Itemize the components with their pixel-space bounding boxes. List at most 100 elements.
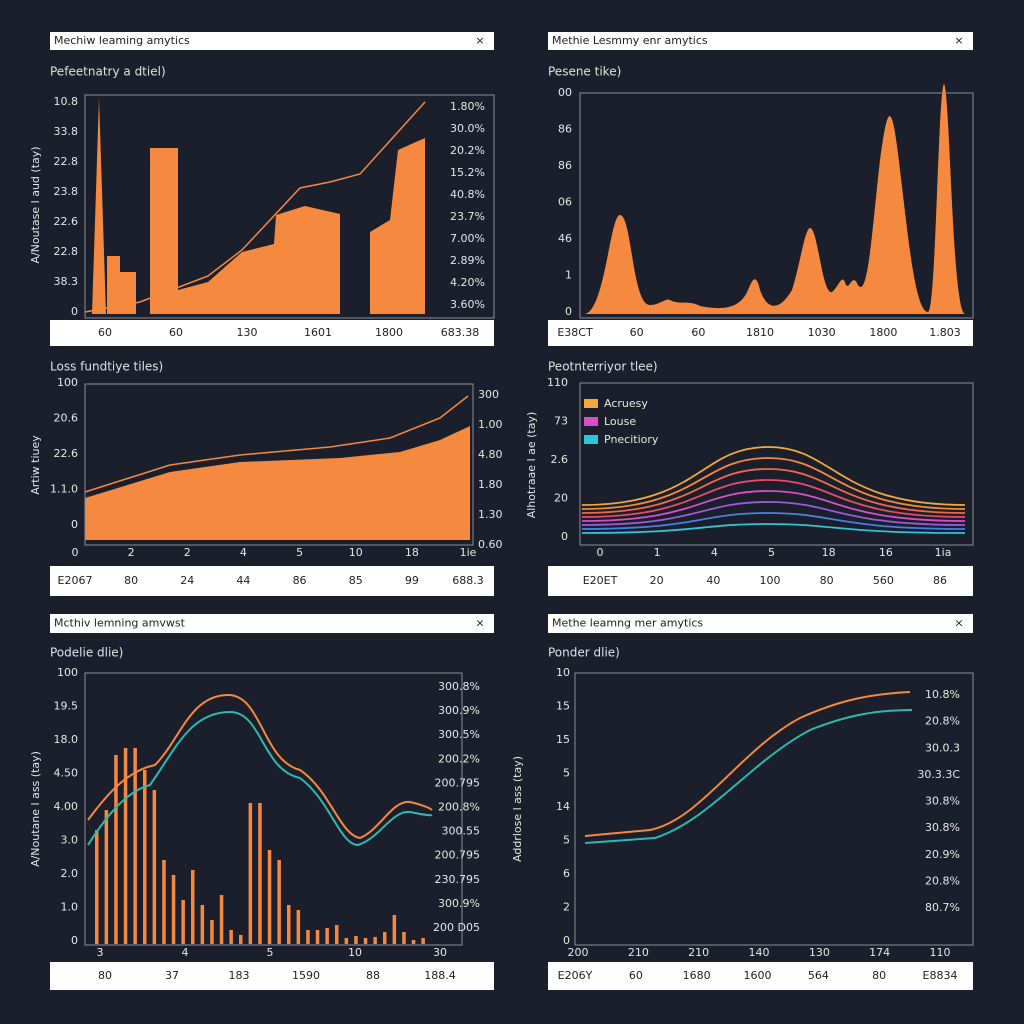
line bbox=[87, 693, 433, 840]
y-tick-label: 19.5 bbox=[54, 700, 79, 713]
footer-bar bbox=[548, 566, 973, 596]
bar bbox=[143, 770, 147, 944]
y-tick-label: 1 bbox=[565, 269, 572, 282]
x-tick-label: 16 bbox=[879, 546, 893, 559]
footer-label: 80 bbox=[98, 969, 112, 982]
bar bbox=[181, 900, 185, 944]
footer-label: 560 bbox=[873, 574, 894, 587]
area bbox=[370, 138, 425, 314]
y-tick-label: 22.6 bbox=[54, 447, 79, 460]
right-tick-label: 40.8% bbox=[450, 188, 485, 201]
bar bbox=[277, 860, 281, 944]
y-axis-label: Artiw tiuey bbox=[29, 435, 42, 495]
bar bbox=[383, 932, 387, 944]
close-button: × bbox=[475, 34, 484, 47]
right-tick-label: 23.7% bbox=[450, 210, 485, 223]
right-tick-label: 1.30 bbox=[478, 508, 503, 521]
y-tick-label: 110 bbox=[547, 376, 568, 389]
plot-frame bbox=[579, 382, 974, 546]
curve bbox=[581, 468, 966, 514]
right-tick-label: 30.8% bbox=[925, 795, 960, 808]
plot-frame bbox=[579, 92, 974, 319]
footer-label: 20 bbox=[650, 574, 664, 587]
y-tick-label: 38.3 bbox=[54, 275, 79, 288]
line bbox=[584, 691, 911, 837]
footer-label: 86 bbox=[933, 574, 947, 587]
bar bbox=[267, 850, 272, 944]
bar bbox=[287, 905, 291, 944]
x-tick-label: 1 bbox=[654, 546, 661, 559]
y-tick-label: 10.8 bbox=[54, 95, 79, 108]
y-tick-label: 0 bbox=[71, 518, 78, 531]
y-tick-label: 2.0 bbox=[61, 867, 79, 880]
right-tick-label: 300.55 bbox=[442, 825, 481, 838]
title-bar bbox=[548, 614, 973, 633]
curve bbox=[581, 457, 966, 510]
x-tick-label: 210 bbox=[688, 946, 709, 959]
x-tick-label: 5 bbox=[267, 946, 274, 959]
right-tick-label: 300.9% bbox=[438, 897, 480, 910]
y-tick-label: 14 bbox=[556, 800, 570, 813]
legend-swatch bbox=[584, 399, 598, 408]
area bbox=[585, 84, 965, 314]
x-tick-label: 110 bbox=[930, 946, 951, 959]
x-tick-label: 140 bbox=[749, 946, 770, 959]
x-tick-label: 0 bbox=[72, 546, 79, 559]
curve bbox=[581, 490, 966, 522]
bar bbox=[171, 875, 176, 944]
right-tick-label: 1.80% bbox=[450, 100, 485, 113]
right-tick-label: 0.60 bbox=[478, 538, 503, 551]
x-tick-label: 4 bbox=[711, 546, 718, 559]
x-tick-label: 210 bbox=[628, 946, 649, 959]
bar bbox=[150, 148, 178, 314]
right-tick-label: 80.7% bbox=[925, 901, 960, 914]
footer-label: 130 bbox=[237, 326, 258, 339]
panel-subtitle: Podelie dlie) bbox=[50, 646, 123, 660]
right-tick-label: 300.9% bbox=[438, 704, 480, 717]
plot-frame bbox=[84, 94, 495, 319]
y-tick-label: 0 bbox=[565, 305, 572, 318]
bar bbox=[248, 803, 253, 944]
y-tick-label: 46 bbox=[558, 232, 572, 245]
panel-subtitle: Peotnterriyor tlee) bbox=[548, 360, 658, 374]
bar bbox=[306, 930, 310, 944]
right-tick-label: 200.795 bbox=[435, 776, 481, 789]
y-tick-label: 4.00 bbox=[54, 800, 79, 813]
y-tick-label: 3.0 bbox=[61, 834, 79, 847]
right-tick-label: 20.9% bbox=[925, 848, 960, 861]
panel-subtitle: Pesene tike) bbox=[548, 65, 621, 79]
y-tick-label: 06 bbox=[558, 196, 572, 209]
footer-label: 1600 bbox=[744, 969, 772, 982]
x-tick-label: 10 bbox=[349, 546, 363, 559]
y-tick-label: 100 bbox=[57, 376, 78, 389]
x-tick-label: 30 bbox=[433, 946, 447, 959]
close-button: × bbox=[954, 617, 963, 630]
footer-bar bbox=[50, 320, 494, 346]
y-tick-label: 6 bbox=[563, 867, 570, 880]
bar bbox=[315, 930, 320, 944]
right-tick-label: 2.89% bbox=[450, 254, 485, 267]
right-tick-label: 20.8% bbox=[925, 874, 960, 887]
footer-label: 1800 bbox=[869, 326, 897, 339]
y-tick-label: 73 bbox=[554, 415, 568, 428]
right-tick-label: 20.8% bbox=[925, 715, 960, 728]
panel-title: Methie Lesmmy enr amytics bbox=[552, 34, 708, 47]
bar bbox=[210, 920, 214, 944]
bar bbox=[120, 272, 136, 314]
y-tick-label: 20.6 bbox=[54, 412, 79, 425]
x-tick-label: 0 bbox=[597, 546, 604, 559]
plot-frame bbox=[84, 383, 474, 546]
right-tick-label: 200.795 bbox=[435, 849, 481, 862]
curve bbox=[581, 479, 966, 518]
right-tick-label: 10.8% bbox=[925, 688, 960, 701]
x-tick-label: 1ia bbox=[935, 546, 952, 559]
right-tick-label: 230.795 bbox=[435, 873, 481, 886]
plot-frame bbox=[84, 672, 463, 946]
close-button: × bbox=[475, 617, 484, 630]
plots bbox=[84, 84, 965, 540]
y-tick-label: 20 bbox=[554, 492, 568, 505]
x-tick-label: 5 bbox=[768, 546, 775, 559]
x-tick-label: 4 bbox=[240, 546, 247, 559]
y-tick-label: 1.1.0 bbox=[50, 483, 78, 496]
y-axis-label: Addrlose l ass (tay) bbox=[511, 756, 524, 862]
